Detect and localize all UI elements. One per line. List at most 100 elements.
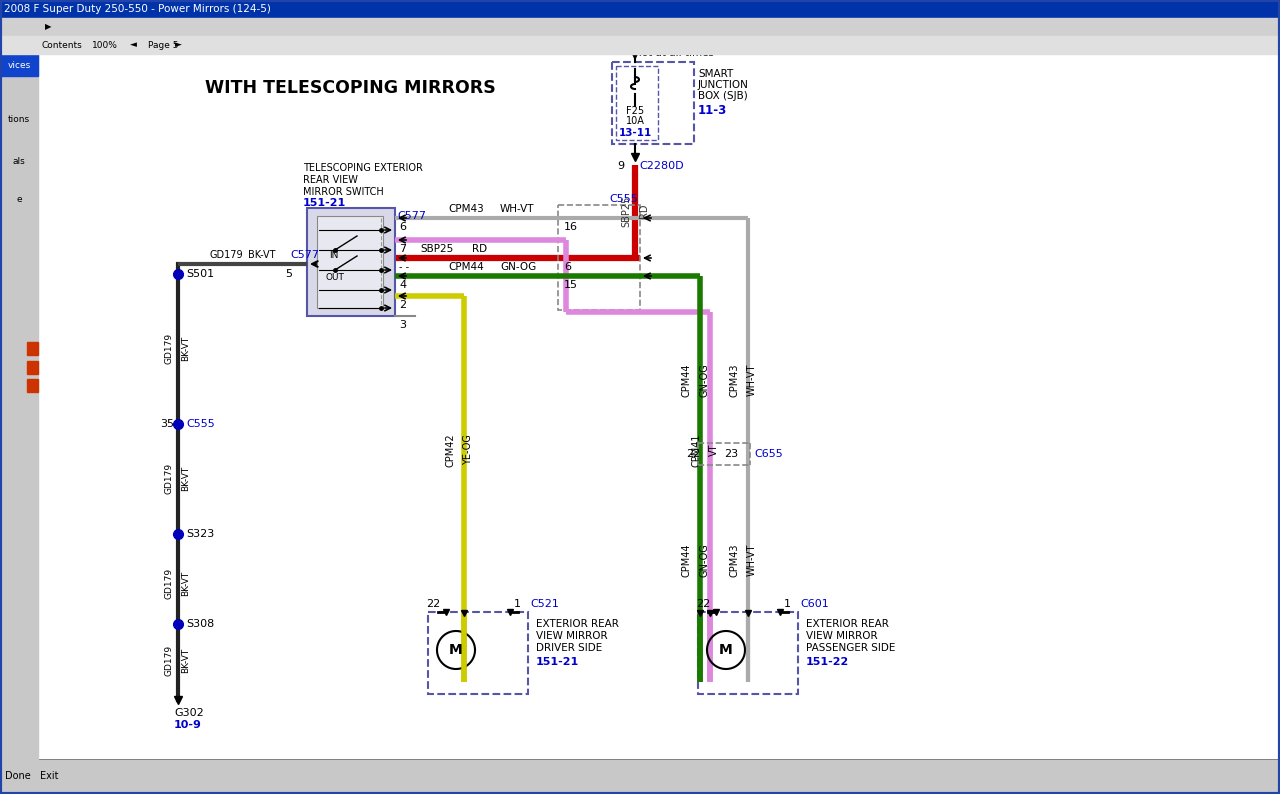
Text: C577: C577 <box>397 211 426 221</box>
Text: G302: G302 <box>174 708 204 718</box>
Text: CPM44: CPM44 <box>448 262 484 272</box>
Bar <box>0 54 38 76</box>
Text: C577: C577 <box>291 250 319 260</box>
Text: VIEW MIRROR: VIEW MIRROR <box>536 631 608 641</box>
Text: 4: 4 <box>399 280 406 290</box>
Text: F25: F25 <box>626 106 644 116</box>
Text: GN-OG: GN-OG <box>699 363 709 397</box>
Text: CPM43: CPM43 <box>730 363 739 397</box>
Text: 6: 6 <box>399 222 406 232</box>
Bar <box>428 612 529 694</box>
Text: e: e <box>17 195 22 205</box>
Text: GD179: GD179 <box>165 333 174 364</box>
Text: YE-OG: YE-OG <box>463 434 474 465</box>
Bar <box>0 36 1280 54</box>
Text: REAR VIEW: REAR VIEW <box>303 175 358 185</box>
Bar <box>27 379 38 392</box>
Text: 6: 6 <box>564 262 571 272</box>
Text: GN-OG: GN-OG <box>699 543 709 577</box>
Text: Exit: Exit <box>40 771 59 781</box>
Text: MIRROR SWITCH: MIRROR SWITCH <box>303 187 384 197</box>
Text: IN: IN <box>329 252 338 260</box>
Text: 23: 23 <box>724 449 739 459</box>
Text: 9: 9 <box>617 161 625 171</box>
Text: ►: ► <box>175 40 182 49</box>
Text: 151-21: 151-21 <box>303 198 347 208</box>
Text: VIEW MIRROR: VIEW MIRROR <box>806 631 878 641</box>
Text: BK-VT: BK-VT <box>182 465 191 491</box>
Text: SMART: SMART <box>698 69 733 79</box>
Text: GD179: GD179 <box>210 250 243 260</box>
Text: WH-VT: WH-VT <box>748 544 756 576</box>
Text: tions: tions <box>8 115 29 125</box>
Text: JUNCTION: JUNCTION <box>698 80 749 90</box>
Bar <box>0 18 1280 36</box>
Text: GD179: GD179 <box>165 645 174 676</box>
Text: TELESCOPING EXTERIOR: TELESCOPING EXTERIOR <box>303 163 422 173</box>
Text: 16: 16 <box>564 222 579 232</box>
Text: RD: RD <box>472 244 488 254</box>
Text: CPM42: CPM42 <box>445 434 454 467</box>
Text: S308: S308 <box>186 619 214 629</box>
Bar <box>616 66 658 140</box>
Text: 2: 2 <box>399 300 406 310</box>
Text: 100%: 100% <box>92 40 118 49</box>
Text: WH-VT: WH-VT <box>500 204 535 214</box>
Text: M: M <box>449 643 463 657</box>
Text: 151-22: 151-22 <box>806 657 849 667</box>
Text: SBP25: SBP25 <box>420 244 453 254</box>
Text: GN-OG: GN-OG <box>500 262 536 272</box>
Text: VT: VT <box>709 444 719 457</box>
Bar <box>612 62 694 144</box>
Text: S501: S501 <box>186 269 214 279</box>
Text: C555: C555 <box>609 194 637 204</box>
Text: BK-VT: BK-VT <box>182 647 191 673</box>
Text: vices: vices <box>8 60 31 70</box>
Text: C521: C521 <box>530 599 559 609</box>
Text: - -: - - <box>399 262 410 272</box>
Text: 11-3: 11-3 <box>698 103 727 117</box>
Text: CPM43: CPM43 <box>448 204 484 214</box>
Text: 22: 22 <box>696 599 710 609</box>
Text: C2280D: C2280D <box>639 161 684 171</box>
Text: CPM44: CPM44 <box>681 363 691 397</box>
Text: WH-VT: WH-VT <box>748 364 756 396</box>
Text: Hot at all times: Hot at all times <box>634 48 714 58</box>
Text: EXTERIOR REAR: EXTERIOR REAR <box>536 619 618 629</box>
Text: BK-VT: BK-VT <box>182 335 191 360</box>
Bar <box>27 361 38 374</box>
Text: 22: 22 <box>686 449 700 459</box>
Text: 151-21: 151-21 <box>536 657 580 667</box>
Text: 10A: 10A <box>626 116 644 126</box>
Text: 2008 F Super Duty 250-550 - Power Mirrors (124-5): 2008 F Super Duty 250-550 - Power Mirror… <box>4 4 271 14</box>
Text: BOX (SJB): BOX (SJB) <box>698 91 748 101</box>
Bar <box>0 760 1280 794</box>
Text: Page 5: Page 5 <box>148 40 178 49</box>
Text: SBP25: SBP25 <box>621 195 631 227</box>
Text: 1: 1 <box>783 599 791 609</box>
Bar <box>317 216 383 308</box>
Bar <box>27 342 38 355</box>
Text: CPM44: CPM44 <box>681 543 691 576</box>
Bar <box>558 205 640 310</box>
Text: S323: S323 <box>186 529 214 539</box>
Text: 1: 1 <box>515 599 521 609</box>
Text: BK-VT: BK-VT <box>248 250 275 260</box>
Text: BK-VT: BK-VT <box>182 570 191 596</box>
Text: Contents: Contents <box>42 40 83 49</box>
Text: CPM41: CPM41 <box>691 434 701 467</box>
Text: 7: 7 <box>399 244 406 254</box>
Text: GD179: GD179 <box>165 568 174 599</box>
Text: EXTERIOR REAR: EXTERIOR REAR <box>806 619 888 629</box>
Text: als: als <box>13 157 26 167</box>
Bar <box>38 54 1280 760</box>
Text: M: M <box>719 643 733 657</box>
Text: 5: 5 <box>285 269 292 279</box>
Bar <box>698 612 797 694</box>
Text: 35: 35 <box>160 419 174 429</box>
Text: DRIVER SIDE: DRIVER SIDE <box>536 643 603 653</box>
Text: C655: C655 <box>754 449 783 459</box>
Text: WITH TELESCOPING MIRRORS: WITH TELESCOPING MIRRORS <box>205 79 495 97</box>
Text: OUT: OUT <box>325 273 344 283</box>
Bar <box>0 0 1280 18</box>
